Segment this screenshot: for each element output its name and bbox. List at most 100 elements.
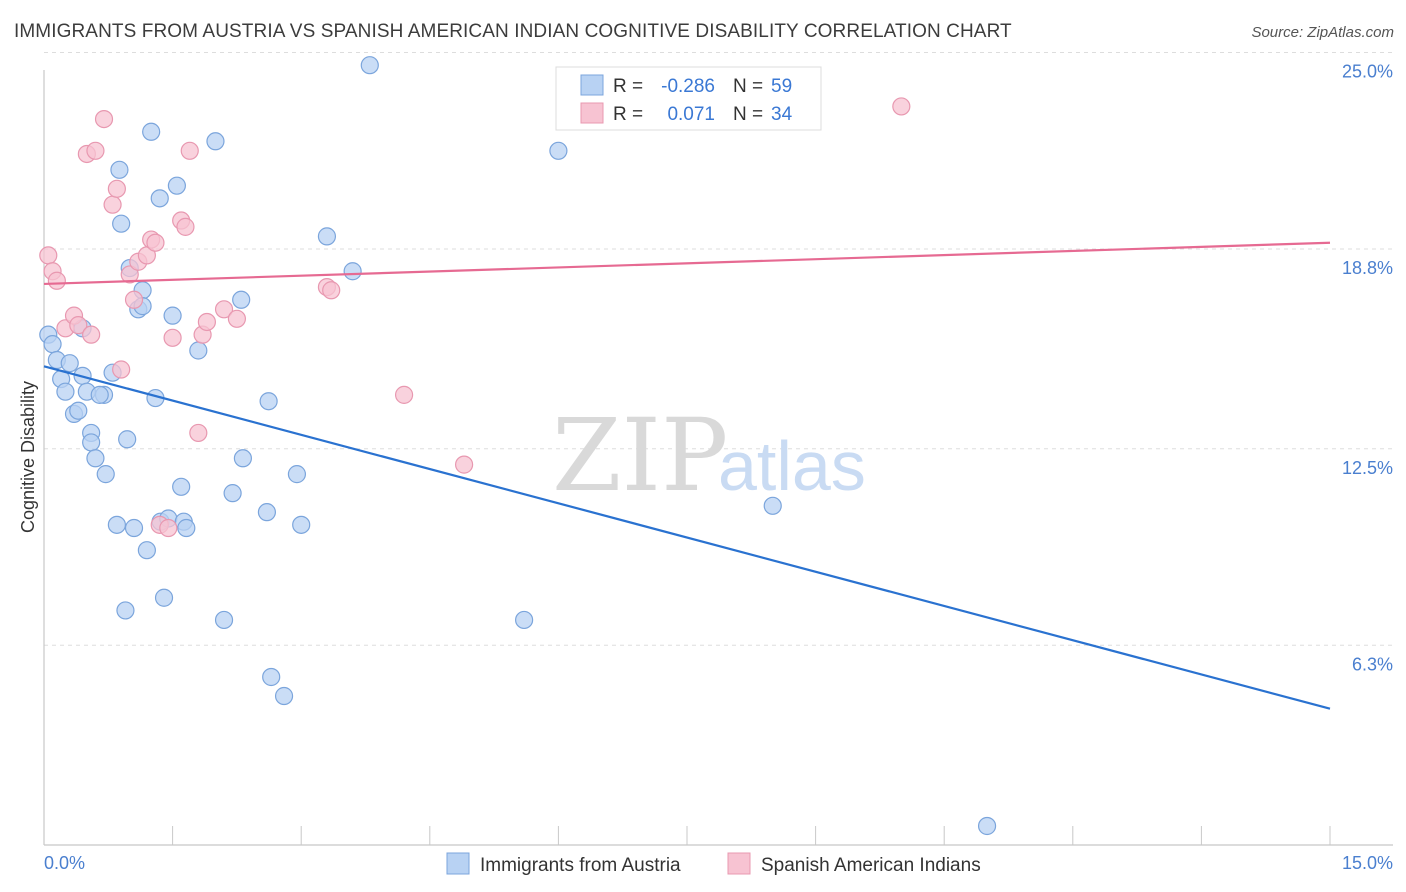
- data-point-spanish-american-indian: [39, 246, 58, 265]
- legend-bottom-label-spanish-american-indians: Spanish American Indians: [761, 855, 981, 876]
- data-point-austria: [343, 262, 362, 281]
- data-point-austria: [317, 227, 337, 246]
- data-point-austria: [96, 465, 115, 484]
- data-point-austria: [360, 56, 379, 75]
- data-point-spanish-american-indian: [189, 423, 208, 443]
- y-tick-label: 18.8%: [1342, 258, 1393, 278]
- data-point-austria: [292, 515, 311, 534]
- data-point-austria: [107, 515, 126, 534]
- data-point-austria: [167, 176, 186, 195]
- y-axis-label: Cognitive Disability: [18, 381, 38, 533]
- data-point-austria: [763, 496, 782, 515]
- y-tick-label: 12.5%: [1342, 458, 1393, 478]
- data-point-spanish-american-indian: [454, 455, 474, 474]
- data-point-austria: [232, 290, 251, 309]
- legend-r-value-pink: 0.071: [667, 104, 715, 125]
- data-point-austria: [233, 449, 253, 468]
- data-point-spanish-american-indian: [227, 309, 246, 328]
- legend-n-label-blue: N =: [733, 76, 763, 97]
- data-point-austria: [112, 214, 131, 233]
- legend-n-value-pink: 34: [771, 104, 793, 125]
- data-point-spanish-american-indian: [322, 281, 341, 300]
- trend-line-spanish-american-indian: [43, 241, 1331, 286]
- data-point-austria: [287, 465, 307, 484]
- data-point-spanish-american-indian: [103, 195, 122, 214]
- data-point-spanish-american-indian: [892, 97, 911, 116]
- legend-bottom-swatch-pink: [727, 852, 751, 875]
- trend-line-austria: [43, 365, 1331, 710]
- legend-bottom-swatch-blue: [446, 852, 470, 875]
- data-point-austria: [515, 610, 534, 630]
- x-tick-label-min: 0.0%: [44, 853, 85, 873]
- data-point-austria: [116, 601, 135, 620]
- data-point-austria: [154, 588, 174, 607]
- data-point-austria: [223, 484, 242, 503]
- data-point-spanish-american-indian: [394, 385, 414, 404]
- data-point-austria: [177, 518, 196, 538]
- data-point-spanish-american-indian: [180, 141, 199, 160]
- data-point-spanish-american-indian: [120, 265, 139, 284]
- legend-swatch-pink: [580, 102, 604, 124]
- y-tick-label: 6.3%: [1352, 654, 1393, 674]
- x-axis-ticks: [43, 826, 1331, 845]
- data-point-austria: [977, 816, 997, 836]
- legend-n-label-pink: N =: [733, 104, 763, 125]
- data-point-austria: [86, 449, 105, 468]
- legend-r-value-blue: -0.286: [661, 76, 715, 97]
- y-tick-labels: 6.3% 12.5% 18.8% 25.0%: [1342, 62, 1393, 675]
- data-point-austria: [150, 189, 169, 208]
- data-point-austria: [43, 335, 62, 354]
- data-point-spanish-american-indian: [176, 217, 195, 236]
- legend-r-label-pink: R =: [613, 104, 643, 125]
- data-point-austria: [163, 306, 182, 325]
- legend-r-label-blue: R =: [613, 76, 643, 97]
- legend-n-value-blue: 59: [771, 76, 792, 97]
- data-point-spanish-american-indian: [86, 141, 105, 160]
- data-point-austria: [137, 541, 156, 560]
- watermark-zip: ZIP: [552, 397, 728, 514]
- data-point-austria: [206, 132, 225, 151]
- source-label: Source: ZipAtlas.com: [1251, 24, 1394, 41]
- data-point-spanish-american-indian: [69, 316, 88, 335]
- y-tick-label: 25.0%: [1342, 62, 1393, 82]
- data-point-austria: [549, 141, 568, 160]
- data-point-austria: [257, 503, 277, 522]
- data-point-austria: [56, 382, 75, 401]
- data-point-spanish-american-indian: [124, 290, 144, 309]
- data-point-austria: [124, 518, 144, 538]
- data-point-austria: [82, 433, 101, 452]
- data-point-spanish-american-indian: [82, 325, 101, 344]
- data-point-austria: [90, 385, 109, 404]
- data-point-spanish-american-indian: [112, 360, 131, 379]
- data-point-austria: [118, 430, 137, 449]
- legend-bottom-label-austria: Immigrants from Austria: [480, 855, 681, 876]
- watermark-atlas: atlas: [718, 427, 866, 505]
- chart-title: IMMIGRANTS FROM AUSTRIA VS SPANISH AMERI…: [14, 21, 1012, 42]
- data-point-spanish-american-indian: [214, 300, 234, 319]
- data-point-austria: [262, 667, 281, 687]
- data-point-austria: [189, 341, 208, 360]
- data-point-spanish-american-indian: [94, 109, 114, 129]
- data-point-spanish-american-indian: [107, 179, 126, 198]
- data-point-spanish-american-indian: [146, 233, 165, 252]
- legend-series: Immigrants from Austria Spanish American…: [446, 852, 981, 876]
- data-point-spanish-american-indian: [197, 312, 216, 332]
- data-point-austria: [60, 354, 79, 373]
- data-point-spanish-american-indian: [47, 271, 66, 290]
- data-point-austria: [69, 401, 88, 420]
- data-point-austria: [142, 122, 161, 141]
- data-point-austria: [259, 392, 278, 411]
- data-point-austria: [172, 477, 191, 496]
- data-point-austria: [110, 160, 129, 179]
- legend-swatch-blue: [580, 74, 604, 96]
- data-point-austria: [274, 686, 294, 706]
- data-point-spanish-american-indian: [163, 328, 182, 347]
- gridlines: [44, 52, 1393, 646]
- series-immigrants-from-austria: [39, 56, 997, 836]
- x-tick-label-max: 15.0%: [1342, 853, 1393, 873]
- data-point-spanish-american-indian: [159, 518, 178, 538]
- data-point-austria: [214, 610, 234, 630]
- series-spanish-american-indians: [39, 97, 911, 538]
- legend-stats: R = -0.286 N = 59 R = 0.071 N = 34: [555, 66, 822, 131]
